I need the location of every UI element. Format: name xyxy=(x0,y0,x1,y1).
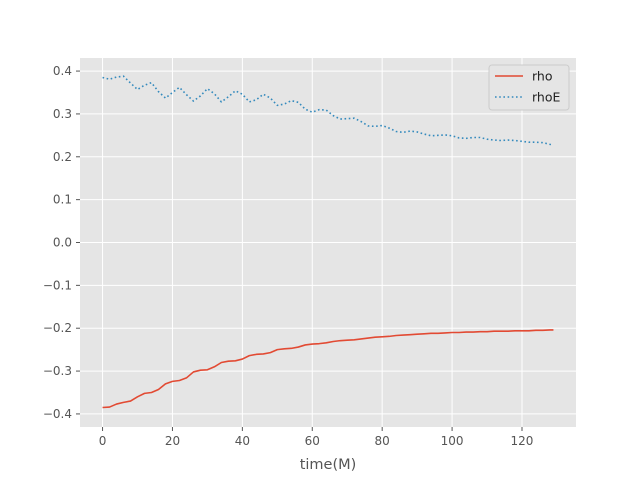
x-tick-label: 100 xyxy=(441,434,464,448)
y-tick-label: 0.4 xyxy=(53,64,72,78)
series-rho-line xyxy=(102,329,554,409)
y-tick-label: −0.2 xyxy=(43,321,72,335)
y-tick-label: −0.1 xyxy=(43,278,72,292)
legend: rho rhoE xyxy=(488,64,570,111)
y-tick-label: 0.0 xyxy=(53,236,72,250)
axis-ticks: 0 20 40 60 80 100 120 −0.4 −0.3 −0.2 −0.1 0.0 0.1 0.2… xyxy=(43,64,534,448)
x-tick-label: 80 xyxy=(375,434,390,448)
x-tick-label: 120 xyxy=(511,434,534,448)
y-tick-label: −0.3 xyxy=(43,364,72,378)
grid-lines xyxy=(80,58,576,427)
legend-label-rho: rho xyxy=(532,69,553,84)
y-tick-label: −0.4 xyxy=(43,407,72,421)
x-tick-label: 40 xyxy=(235,434,250,448)
legend-label-rhoE: rhoE xyxy=(532,90,560,105)
x-tick-label: 60 xyxy=(305,434,320,448)
series-rhoE-line xyxy=(102,75,554,146)
x-tick-label: 0 xyxy=(99,434,107,448)
y-tick-label: 0.3 xyxy=(53,107,72,121)
x-tick-label: 20 xyxy=(165,434,180,448)
y-tick-label: 0.2 xyxy=(53,150,72,164)
series-layer xyxy=(102,75,554,409)
x-axis-label: time(M) xyxy=(300,457,357,473)
y-tick-label: 0.1 xyxy=(53,193,72,207)
